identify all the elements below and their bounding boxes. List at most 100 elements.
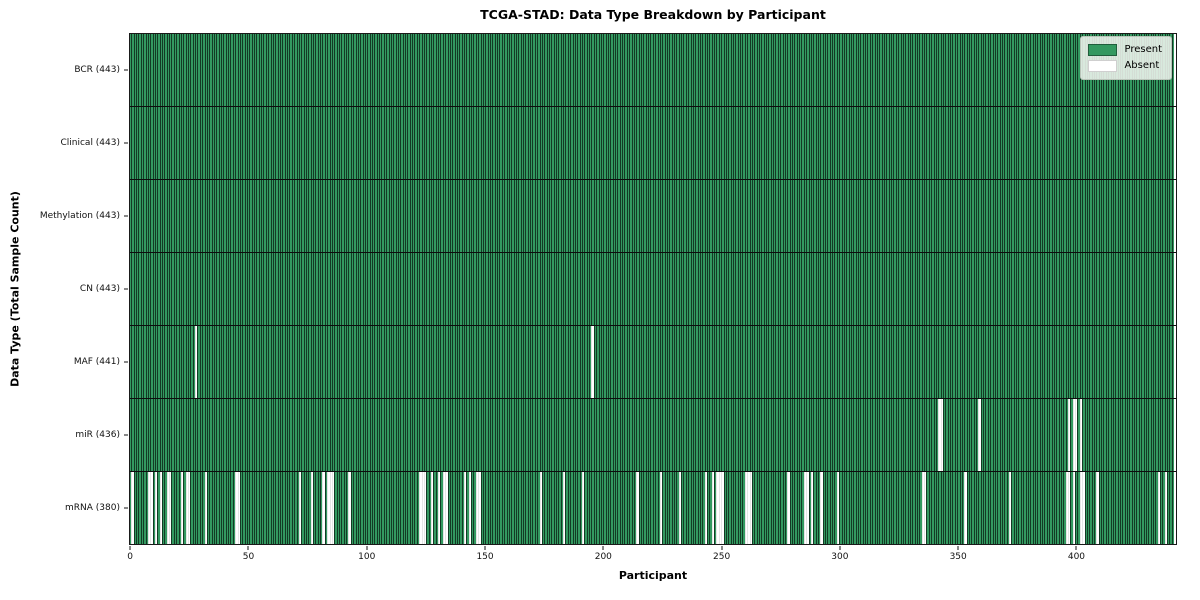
cell-present: [709, 326, 712, 398]
cell-present: [520, 472, 524, 544]
cell-present: [482, 326, 486, 398]
cell-present: [725, 107, 729, 179]
cell-present: [942, 326, 946, 398]
cell-present: [806, 253, 809, 325]
cell-present: [289, 107, 292, 179]
cell-present: [402, 253, 406, 325]
cell-present: [935, 253, 939, 325]
cell-present: [544, 34, 547, 106]
cell-present: [742, 180, 745, 252]
cell-present: [355, 472, 358, 544]
cell-present: [789, 34, 792, 106]
cell-present: [202, 326, 205, 398]
cell-present: [879, 326, 882, 398]
cell-present: [676, 399, 679, 471]
cell-present: [216, 472, 219, 544]
x-tick-label-0: 0: [127, 552, 134, 562]
cell-absent: [331, 472, 335, 544]
cell-present: [860, 34, 863, 106]
cell-present: [447, 180, 450, 252]
cell-present: [1164, 399, 1168, 471]
cell-present: [256, 326, 259, 398]
cell-present: [716, 180, 719, 252]
cell-present: [1162, 107, 1165, 179]
cell-present: [341, 180, 344, 252]
cell-present: [341, 326, 344, 398]
cell-present: [1004, 253, 1007, 325]
cell-present: [313, 180, 316, 252]
cell-present: [777, 253, 781, 325]
legend-label-present: Present: [1124, 44, 1162, 55]
cell-present: [631, 399, 634, 471]
cell-present: [218, 326, 222, 398]
cell-present: [209, 34, 212, 106]
cell-present: [784, 472, 788, 544]
cell-present: [379, 180, 382, 252]
cell-present: [447, 253, 450, 325]
cell-present: [1122, 180, 1125, 252]
cell-present: [1105, 107, 1109, 179]
cell-present: [751, 253, 755, 325]
cell-present: [130, 399, 132, 471]
cell-present: [372, 180, 375, 252]
cell-present: [504, 107, 507, 179]
cell-absent: [636, 472, 639, 544]
cell-absent: [978, 399, 981, 471]
cell-present: [914, 399, 918, 471]
cell-present: [645, 34, 649, 106]
cell-present: [737, 34, 741, 106]
cell-present: [473, 34, 476, 106]
cell-present: [475, 253, 479, 325]
cell-present: [447, 107, 450, 179]
cell-present: [1020, 472, 1024, 544]
cell-present: [1063, 180, 1066, 252]
cell-present: [761, 472, 764, 544]
cell-present: [971, 180, 974, 252]
cell-present: [959, 180, 962, 252]
cell-present: [858, 34, 861, 106]
cell-present: [1150, 107, 1153, 179]
cell-present: [1013, 34, 1017, 106]
cell-present: [1148, 180, 1151, 252]
cell-present: [185, 180, 188, 252]
cell-present: [303, 472, 306, 544]
cell-present: [865, 326, 868, 398]
cell-present: [770, 326, 774, 398]
cell-present: [1119, 107, 1123, 179]
cell-present: [572, 107, 575, 179]
cell-present: [610, 34, 613, 106]
cell-present: [265, 326, 269, 398]
cell-present: [640, 34, 644, 106]
cell-present: [1084, 180, 1087, 252]
cell-present: [780, 107, 783, 179]
cell-present: [980, 472, 984, 544]
cell-present: [810, 253, 814, 325]
cell-present: [407, 399, 410, 471]
cell-present: [671, 399, 675, 471]
cell-present: [707, 34, 710, 106]
cell-present: [711, 326, 715, 398]
cell-present: [629, 472, 632, 544]
cell-present: [327, 180, 330, 252]
cell-present: [1155, 107, 1158, 179]
cell-present: [1060, 399, 1064, 471]
plot-area: Present Absent: [129, 33, 1177, 545]
cell-present: [1110, 180, 1113, 252]
cell-present: [367, 180, 370, 252]
x-tick-mark: [602, 546, 604, 550]
cell-present: [697, 180, 700, 252]
cell-present: [827, 180, 830, 252]
cell-present: [393, 34, 396, 106]
cell-present: [570, 253, 573, 325]
cell-present: [640, 180, 644, 252]
cell-present: [921, 107, 925, 179]
cell-present: [1051, 472, 1054, 544]
cell-present: [1171, 472, 1175, 544]
cell-present: [709, 472, 712, 544]
cell-present: [893, 34, 896, 106]
cell-present: [714, 107, 717, 179]
cell-present: [520, 107, 524, 179]
cell-present: [817, 253, 821, 325]
cell-present: [640, 399, 644, 471]
cell-present: [1169, 399, 1172, 471]
